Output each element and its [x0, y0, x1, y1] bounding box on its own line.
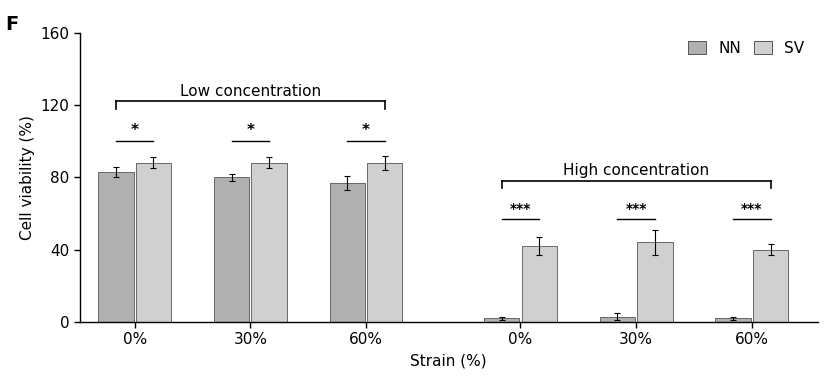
Text: *: *	[247, 123, 254, 139]
Bar	[637, 242, 672, 322]
Text: High concentration: High concentration	[563, 163, 709, 178]
Text: ***: ***	[741, 202, 762, 216]
Bar	[214, 177, 249, 322]
Text: F: F	[6, 15, 19, 34]
Bar	[252, 163, 287, 322]
Text: Low concentration: Low concentration	[180, 84, 321, 99]
Bar	[367, 163, 402, 322]
Bar	[136, 163, 171, 322]
Bar	[600, 317, 635, 322]
Text: *: *	[362, 123, 370, 139]
Bar	[484, 318, 519, 322]
Bar	[716, 318, 751, 322]
Bar	[98, 172, 133, 322]
X-axis label: Strain (%): Strain (%)	[411, 353, 487, 368]
Bar	[330, 183, 365, 322]
Legend: NN, SV: NN, SV	[682, 34, 811, 62]
Bar	[753, 250, 788, 322]
Bar	[521, 246, 556, 322]
Text: *: *	[131, 123, 138, 139]
Text: ***: ***	[626, 202, 647, 216]
Text: ***: ***	[510, 202, 531, 216]
Y-axis label: Cell viability (%): Cell viability (%)	[20, 115, 35, 240]
